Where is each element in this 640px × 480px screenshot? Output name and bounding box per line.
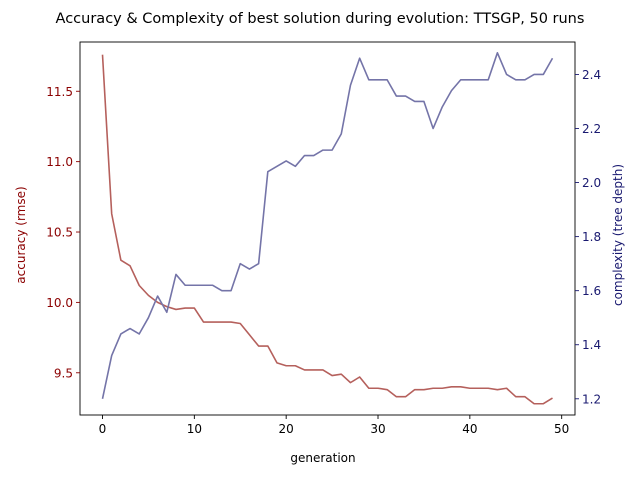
x-tick-label: 0 bbox=[99, 422, 107, 436]
x-tick-label: 10 bbox=[187, 422, 202, 436]
accuracy-line bbox=[101, 54, 553, 405]
plot-frame bbox=[79, 41, 576, 416]
x-tick-label: 40 bbox=[462, 422, 477, 436]
left-y-tick-label: 10.0 bbox=[46, 296, 73, 310]
complexity-line bbox=[101, 52, 554, 399]
left-y-tick-label: 11.0 bbox=[46, 155, 73, 169]
right-y-tick-label: 1.4 bbox=[582, 338, 601, 352]
x-tick-label: 30 bbox=[370, 422, 385, 436]
right-y-tick-label: 1.6 bbox=[582, 284, 601, 298]
right-y-tick-label: 1.8 bbox=[582, 230, 601, 244]
left-y-axis-label: accuracy (rmse) bbox=[14, 186, 28, 283]
x-tick-label: 50 bbox=[554, 422, 569, 436]
right-y-tick-label: 1.2 bbox=[582, 392, 601, 406]
right-y-tick-label: 2.2 bbox=[582, 122, 601, 136]
left-y-tick-label: 9.5 bbox=[54, 366, 73, 380]
left-y-tick-label: 11.5 bbox=[46, 85, 73, 99]
right-y-tick-label: 2.0 bbox=[582, 176, 601, 190]
x-axis-label: generation bbox=[290, 451, 355, 465]
left-y-tick-label: 10.5 bbox=[46, 226, 73, 240]
right-y-tick-label: 2.4 bbox=[582, 68, 601, 82]
chart-title: Accuracy & Complexity of best solution d… bbox=[56, 11, 585, 27]
right-y-axis-label: complexity (tree depth) bbox=[611, 164, 625, 306]
x-tick-label: 20 bbox=[279, 422, 294, 436]
